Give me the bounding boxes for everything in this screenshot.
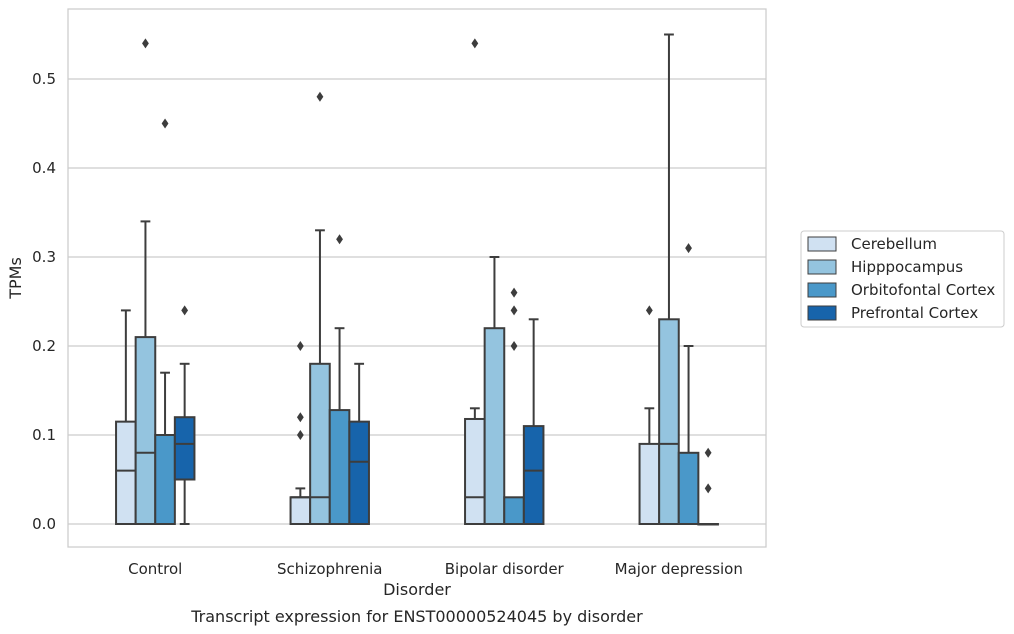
box-body bbox=[658, 318, 680, 525]
x-tick-label: Major depression bbox=[615, 560, 743, 578]
legend-label: Orbitofontal Cortex bbox=[851, 281, 995, 299]
y-tick-label: 0.4 bbox=[32, 159, 56, 177]
box-hipppocampus bbox=[134, 38, 157, 525]
box-cerebellum bbox=[464, 38, 486, 526]
box-body bbox=[348, 420, 370, 525]
legend-label: Cerebellum bbox=[851, 235, 937, 253]
box-hipppocampus bbox=[658, 33, 680, 525]
box-cerebellum bbox=[289, 341, 312, 525]
boxes bbox=[115, 33, 719, 526]
box-body bbox=[309, 362, 331, 525]
box-body bbox=[289, 496, 312, 525]
box-orbitofontal-cortex bbox=[154, 118, 176, 525]
outlier-point bbox=[471, 38, 479, 49]
legend: Cerebellum Hipppocampus Orbitofontal Corte… bbox=[800, 230, 1005, 328]
outlier-point bbox=[296, 430, 304, 440]
box-orbitofontal-cortex bbox=[503, 287, 525, 525]
box-body bbox=[522, 425, 545, 526]
x-axis-title: Disorder bbox=[383, 580, 451, 599]
y-tick-label: 0.5 bbox=[32, 70, 56, 88]
box-cerebellum bbox=[638, 305, 661, 525]
y-tick-label: 0.2 bbox=[32, 337, 56, 355]
box-body bbox=[173, 416, 196, 481]
outlier-point bbox=[161, 118, 169, 129]
y-tick-labels: 0.0 0.1 0.2 0.3 0.4 0.5 bbox=[32, 70, 56, 533]
legend-label: Prefrontal Cortex bbox=[851, 304, 978, 322]
x-tick-labels: Control Schizophrenia Bipolar disorder Majo… bbox=[128, 560, 743, 578]
outlier-point bbox=[704, 483, 712, 494]
outlier-point bbox=[142, 38, 149, 49]
y-tick-label: 0.0 bbox=[32, 515, 56, 533]
outlier-point bbox=[510, 287, 518, 298]
outlier-point bbox=[510, 305, 518, 316]
outlier-point bbox=[685, 243, 692, 254]
outlier-point bbox=[510, 341, 518, 351]
box-prefrontal-cortex bbox=[522, 318, 545, 526]
box-prefrontal-cortex bbox=[348, 362, 370, 525]
box-body bbox=[154, 434, 176, 525]
box-orbitofontal-cortex bbox=[328, 234, 351, 525]
outlier-point bbox=[296, 412, 304, 423]
legend-swatch bbox=[807, 259, 837, 275]
legend-swatch bbox=[807, 282, 837, 298]
outlier-point bbox=[645, 305, 653, 316]
y-tick-label: 0.3 bbox=[32, 248, 56, 266]
box-body bbox=[503, 496, 525, 525]
chart-caption: Transcript expression for ENST0000052404… bbox=[190, 607, 643, 626]
y-tick-label: 0.1 bbox=[32, 426, 56, 444]
legend-swatch bbox=[807, 305, 837, 321]
box-body bbox=[115, 420, 137, 525]
box-body bbox=[134, 336, 157, 525]
legend-frame bbox=[800, 230, 1005, 328]
outlier-point bbox=[181, 305, 189, 316]
outlier-point bbox=[704, 447, 712, 458]
legend-label: Hipppocampus bbox=[851, 258, 963, 276]
box-hipppocampus bbox=[483, 256, 506, 526]
x-tick-label: Bipolar disorder bbox=[445, 560, 565, 578]
box-prefrontal-cortex bbox=[173, 305, 196, 525]
box-body bbox=[483, 327, 506, 526]
box-body bbox=[638, 442, 661, 525]
y-axis-title: TPMs bbox=[6, 257, 25, 300]
legend-swatch bbox=[807, 236, 837, 252]
box-body bbox=[464, 417, 486, 526]
box-prefrontal-cortex bbox=[697, 447, 719, 526]
box-cerebellum bbox=[115, 309, 137, 525]
box-orbitofontal-cortex bbox=[677, 243, 700, 525]
box-body bbox=[328, 409, 351, 525]
x-tick-label: Control bbox=[128, 560, 182, 578]
box-body bbox=[677, 451, 700, 525]
box-hipppocampus bbox=[309, 91, 331, 525]
x-tick-label: Schizophrenia bbox=[277, 560, 382, 578]
outlier-point bbox=[316, 91, 324, 102]
outlier-point bbox=[296, 341, 304, 351]
outlier-point bbox=[336, 234, 343, 245]
plot-frame bbox=[67, 8, 767, 548]
